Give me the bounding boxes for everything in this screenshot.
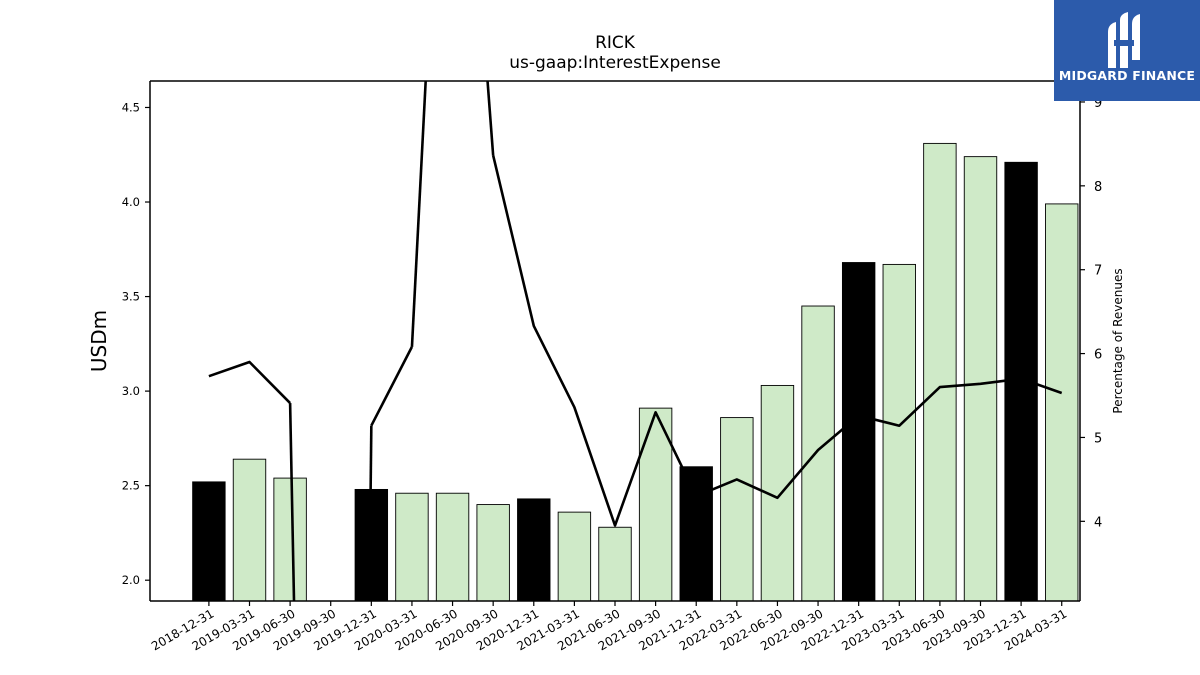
y-tick-label: 2.5 — [122, 479, 140, 493]
y2-tick-label: 9 — [1094, 96, 1102, 111]
bar — [557, 511, 592, 602]
y2-tick-label: 5 — [1094, 431, 1102, 446]
ratio-series-line — [288, 403, 296, 601]
ratio-series-line — [410, 81, 427, 347]
bar — [517, 498, 551, 602]
logo-mark-icon — [1108, 12, 1140, 68]
y2-tick-label: 6 — [1094, 348, 1102, 363]
brand-logo: MIDGARD FINANCE — [1054, 0, 1200, 101]
bar — [963, 156, 998, 602]
bar — [679, 466, 713, 602]
bar — [192, 481, 226, 602]
y-tick-label: 4.5 — [122, 100, 140, 114]
y2-tick-label: 4 — [1094, 515, 1102, 530]
bar — [395, 492, 429, 602]
bar — [841, 262, 876, 602]
bar — [882, 263, 916, 602]
bar — [923, 142, 957, 602]
y-axis-label: USDm — [87, 310, 111, 372]
ratio-series-line — [491, 155, 1063, 527]
bar — [435, 492, 470, 602]
y2-axis-label: Percentage of Revenues — [1111, 268, 1125, 413]
y-tick-label: 4.0 — [122, 195, 140, 209]
y-tick-label: 3.5 — [122, 290, 140, 304]
y-tick-label: 2.0 — [122, 573, 140, 587]
bar — [598, 526, 632, 602]
bar — [273, 477, 307, 602]
bar — [1045, 203, 1079, 602]
bar — [720, 417, 754, 602]
bar — [801, 305, 835, 602]
bar — [476, 504, 510, 602]
chart-subtitle: us-gaap:InterestExpense — [509, 53, 721, 73]
bar — [232, 458, 267, 602]
logo-text: MIDGARD FINANCE — [1058, 68, 1196, 83]
ratio-series-line — [370, 346, 414, 427]
ratio-series-line — [368, 425, 373, 601]
ratio-series-line — [486, 81, 495, 156]
ratio-series-line — [208, 360, 292, 405]
chart-title: RICK — [595, 33, 635, 53]
y-tick-label: 3.0 — [122, 384, 140, 398]
y2-tick-label: 7 — [1094, 264, 1102, 279]
y2-tick-label: 8 — [1094, 180, 1102, 195]
